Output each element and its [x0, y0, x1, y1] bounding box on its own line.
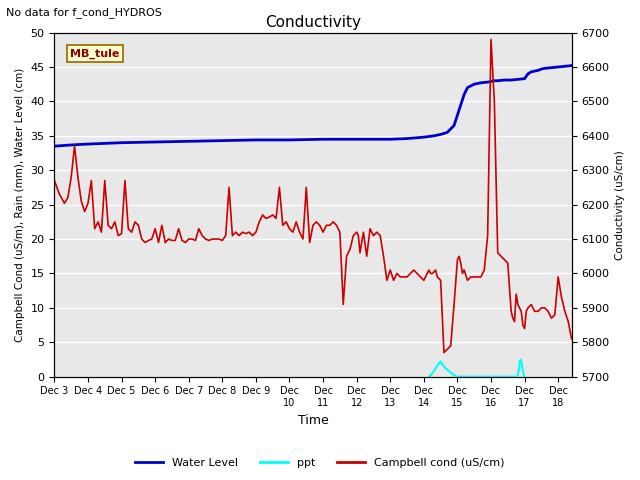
Text: MB_tule: MB_tule	[70, 48, 119, 59]
Title: Conductivity: Conductivity	[265, 15, 361, 30]
Legend: Water Level, ppt, Campbell cond (uS/cm): Water Level, ppt, Campbell cond (uS/cm)	[131, 453, 509, 472]
Text: No data for f_cond_HYDROS: No data for f_cond_HYDROS	[6, 7, 163, 18]
X-axis label: Time: Time	[298, 414, 328, 427]
Y-axis label: Campbell Cond (uS/m), Rain (mm), Water Level (cm): Campbell Cond (uS/m), Rain (mm), Water L…	[15, 68, 25, 342]
Y-axis label: Conductivity (uS/cm): Conductivity (uS/cm)	[615, 150, 625, 260]
